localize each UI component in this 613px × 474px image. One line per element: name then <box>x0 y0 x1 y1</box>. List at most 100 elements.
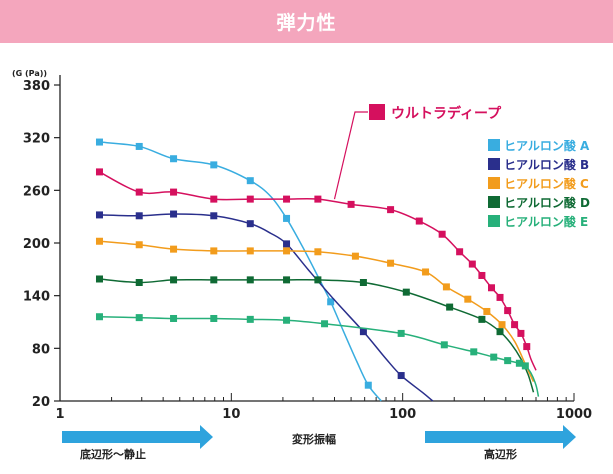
data-point <box>210 276 218 284</box>
data-point <box>283 247 291 255</box>
data-point <box>470 348 478 356</box>
x-tick-label: 1 <box>55 407 64 422</box>
arrow-left-label: 底辺形〜静止 <box>80 447 146 461</box>
data-point <box>170 155 178 163</box>
legend-label: ヒアルロン酸 D <box>504 195 590 210</box>
data-point <box>314 248 322 256</box>
data-point <box>397 372 405 380</box>
y-tick-label: 80 <box>32 342 50 357</box>
data-point <box>422 268 430 276</box>
data-point <box>511 321 519 329</box>
bottom-annotations: 底辺形〜静止 変形振幅 高辺形 <box>62 425 576 461</box>
data-point <box>496 328 504 336</box>
data-point <box>210 314 218 322</box>
data-point <box>246 220 254 228</box>
data-point <box>504 357 512 365</box>
data-point <box>517 329 525 337</box>
x-axis-label: 変形振幅 <box>292 432 336 446</box>
data-point <box>135 212 143 220</box>
data-point <box>387 206 395 214</box>
data-point <box>283 214 291 222</box>
series-5 <box>95 313 540 397</box>
data-point <box>210 161 218 169</box>
callout-leader-line <box>333 111 368 200</box>
data-point <box>478 315 486 323</box>
y-tick-label: 260 <box>23 184 50 199</box>
y-axis-unit: (G (Pa)) <box>12 69 47 78</box>
data-point <box>347 200 355 208</box>
legend-label: ヒアルロン酸 C <box>504 176 589 191</box>
data-point <box>246 315 254 323</box>
data-point <box>397 329 405 337</box>
data-point <box>95 313 103 321</box>
data-point <box>95 275 103 283</box>
data-point <box>504 307 512 315</box>
data-point <box>246 276 254 284</box>
chart-title: 弾力性 <box>276 12 337 34</box>
data-point <box>314 195 322 203</box>
data-point <box>135 241 143 249</box>
data-point <box>210 247 218 255</box>
data-point <box>135 188 143 196</box>
series-line <box>99 315 540 397</box>
y-tick-label: 320 <box>23 132 50 147</box>
legend-label: ヒアルロン酸 E <box>504 214 588 229</box>
data-point <box>135 279 143 286</box>
data-point <box>170 188 178 196</box>
data-point <box>456 248 464 256</box>
series-line <box>99 171 537 371</box>
data-point <box>246 177 254 185</box>
data-point <box>283 240 291 248</box>
series-layer <box>95 138 540 402</box>
series-4 <box>95 275 535 393</box>
arrow-right <box>425 425 576 449</box>
callout: ウルトラディープ <box>333 104 502 200</box>
x-tick-label: 10 <box>222 407 240 422</box>
data-point <box>246 195 254 203</box>
data-point <box>170 314 178 322</box>
data-point <box>327 298 335 306</box>
callout-marker <box>369 104 385 120</box>
data-point <box>483 307 491 315</box>
data-point <box>496 293 504 301</box>
data-point <box>359 279 367 286</box>
data-point <box>95 138 103 146</box>
y-tick-label: 200 <box>23 237 50 252</box>
data-point <box>170 210 178 218</box>
legend-swatch <box>488 215 500 227</box>
data-point <box>321 320 329 328</box>
series-2 <box>95 210 434 402</box>
data-point <box>170 276 178 284</box>
data-point <box>415 217 423 225</box>
series-3 <box>95 237 535 383</box>
data-point <box>135 314 143 322</box>
legend-label: ヒアルロン酸 A <box>504 138 590 153</box>
data-point <box>210 212 218 220</box>
data-point <box>95 211 103 219</box>
data-point <box>440 341 448 349</box>
data-point <box>442 283 450 291</box>
series-line <box>99 240 535 383</box>
axes: 20 80 140 200 260 320 380 1 10 100 1000 <box>23 75 592 422</box>
data-point <box>95 237 103 245</box>
y-tick-label: 380 <box>23 79 50 94</box>
data-point <box>283 195 291 203</box>
data-point <box>210 195 218 203</box>
data-point <box>170 245 178 253</box>
legend-swatch <box>488 158 500 170</box>
data-point <box>478 271 486 279</box>
series-6 <box>95 168 537 371</box>
legend-swatch <box>488 139 500 151</box>
data-point <box>314 276 322 284</box>
data-point <box>490 353 498 361</box>
data-point <box>446 303 454 311</box>
data-point <box>464 295 472 303</box>
data-point <box>515 359 523 367</box>
y-tick-label: 20 <box>32 395 50 410</box>
legend-label: ヒアルロン酸 B <box>504 157 589 172</box>
data-point <box>283 276 291 284</box>
chart-header: 弾力性 <box>0 0 613 43</box>
legend-swatch <box>488 196 500 208</box>
arrow-left <box>62 425 213 449</box>
